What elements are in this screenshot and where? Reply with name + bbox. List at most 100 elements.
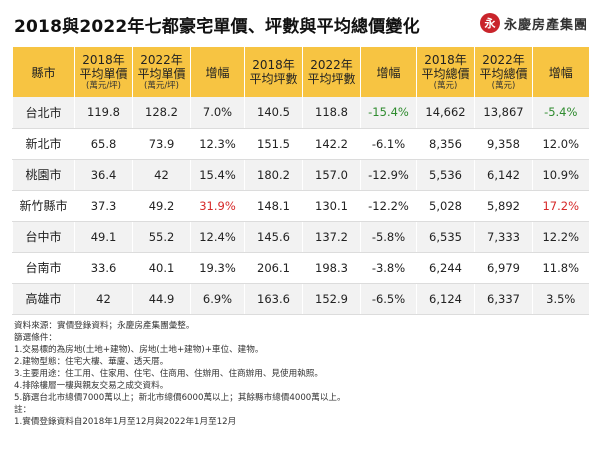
size-2022-cell: 198.3 [302, 252, 361, 284]
price-2018-cell: 65.8 [74, 128, 133, 160]
price-2018-cell: 119.8 [74, 97, 133, 129]
size-2022-cell: 152.9 [302, 283, 361, 315]
total-growth-cell: 3.5% [532, 283, 589, 315]
price-growth-cell: 7.0% [190, 97, 245, 129]
table-row: 新竹縣市 37.3 49.2 31.9% 148.1 130.1 -12.2% 5,028 5,… [12, 190, 589, 222]
size-growth-cell: -15.4% [360, 97, 417, 129]
footnote-line: 註： [14, 405, 32, 415]
table-row: 高雄市 42 44.9 6.9% 163.6 152.9 -6.5% 6,124 6,337 3.… [12, 283, 589, 315]
price-2018-cell: 37.3 [74, 190, 133, 222]
header-size-2022: 2022年 平均坪數 [302, 47, 361, 97]
city-cell: 新北市 [12, 128, 75, 160]
price-2022-cell: 55.2 [132, 221, 191, 253]
total-2018-cell: 5,536 [416, 159, 475, 191]
total-growth-cell: 17.2% [532, 190, 589, 222]
price-growth-cell: 31.9% [190, 190, 245, 222]
size-2018-cell: 151.5 [244, 128, 303, 160]
size-2022-cell: 137.2 [302, 221, 361, 253]
size-growth-cell: -5.8% [360, 221, 417, 253]
table-row: 台南市 33.6 40.1 19.3% 206.1 198.3 -3.8% 6,244 6,97… [12, 252, 589, 284]
table-header-row: 縣市 2018年 平均單價 (萬元/坪) 2022年 平均單價 (萬元/坪) 增… [12, 47, 589, 97]
page-title: 2018與2022年七都豪宅單價、坪數與平均總價變化 [14, 17, 420, 37]
header-price-2018: 2018年 平均單價 (萬元/坪) [74, 47, 133, 97]
footnote-line: 4.排除樓層一樓與親友交易之成交資料。 [14, 381, 169, 391]
footnote-line: 資料來源：實價登錄資料；永慶房產集團彙整。 [14, 321, 195, 331]
city-cell: 新竹縣市 [12, 190, 75, 222]
total-2018-cell: 5,028 [416, 190, 475, 222]
footnote-line: 篩選條件： [14, 333, 57, 343]
city-cell: 台中市 [12, 221, 75, 253]
header-city: 縣市 [12, 47, 75, 97]
price-2022-cell: 49.2 [132, 190, 191, 222]
table-row: 台北市 119.8 128.2 7.0% 140.5 118.8 -15.4% 14,662 1… [12, 97, 589, 129]
price-growth-cell: 12.4% [190, 221, 245, 253]
size-growth-cell: -6.5% [360, 283, 417, 315]
footnote-line: 1.交易標的為房地(土地+建物)、房地(土地+建物)+車位、建物。 [14, 345, 264, 355]
table-row: 新北市 65.8 73.9 12.3% 151.5 142.2 -6.1% 8,356 9,35… [12, 128, 589, 160]
city-cell: 桃園市 [12, 159, 75, 191]
size-2022-cell: 157.0 [302, 159, 361, 191]
price-2022-cell: 40.1 [132, 252, 191, 284]
city-cell: 高雄市 [12, 283, 75, 315]
total-2022-cell: 9,358 [474, 128, 533, 160]
header-total-2018: 2018年 平均總價 (萬元) [416, 47, 475, 97]
total-growth-cell: 10.9% [532, 159, 589, 191]
footnote-line: 5.篩選台北市總價7000萬以上；新北市總價6000萬以上；其餘縣市總價4000… [14, 393, 346, 403]
header-price-2022: 2022年 平均單價 (萬元/坪) [132, 47, 191, 97]
total-2022-cell: 6,337 [474, 283, 533, 315]
total-2022-cell: 6,142 [474, 159, 533, 191]
size-2018-cell: 180.2 [244, 159, 303, 191]
total-2018-cell: 8,356 [416, 128, 475, 160]
header-size-growth: 增幅 [360, 47, 417, 97]
total-growth-cell: 12.2% [532, 221, 589, 253]
footnote-line: 1.實價登錄資料自2018年1月至12月與2022年1月至12月 [14, 417, 237, 427]
size-growth-cell: -12.9% [360, 159, 417, 191]
header-total-2022: 2022年 平均總價 (萬元) [474, 47, 533, 97]
price-growth-cell: 12.3% [190, 128, 245, 160]
size-2022-cell: 142.2 [302, 128, 361, 160]
size-2018-cell: 145.6 [244, 221, 303, 253]
size-2018-cell: 148.1 [244, 190, 303, 222]
total-2022-cell: 5,892 [474, 190, 533, 222]
total-2018-cell: 6,535 [416, 221, 475, 253]
total-2022-cell: 7,333 [474, 221, 533, 253]
size-2018-cell: 140.5 [244, 97, 303, 129]
size-growth-cell: -6.1% [360, 128, 417, 160]
price-growth-cell: 6.9% [190, 283, 245, 315]
logo-mark: 永 [479, 13, 500, 33]
city-cell: 台北市 [12, 97, 75, 129]
total-2018-cell: 14,662 [416, 97, 475, 129]
price-2018-cell: 49.1 [74, 221, 133, 253]
price-2022-cell: 73.9 [132, 128, 191, 160]
total-2018-cell: 6,244 [416, 252, 475, 284]
size-2018-cell: 163.6 [244, 283, 303, 315]
size-growth-cell: -12.2% [360, 190, 417, 222]
header-total-growth: 增幅 [532, 47, 589, 97]
total-2022-cell: 6,979 [474, 252, 533, 284]
data-table: 縣市 2018年 平均單價 (萬元/坪) 2022年 平均單價 (萬元/坪) 增… [12, 47, 589, 315]
price-2018-cell: 42 [74, 283, 133, 315]
header-size-2018: 2018年 平均坪數 [244, 47, 303, 97]
table-row: 台中市 49.1 55.2 12.4% 145.6 137.2 -5.8% 6,535 7,33… [12, 221, 589, 253]
footnote-line: 3.主要用途：住工用、住家用、住宅、住商用、住辦用、住商辦用、見使用執照。 [14, 369, 323, 379]
price-2022-cell: 128.2 [132, 97, 191, 129]
total-growth-cell: -5.4% [532, 97, 589, 129]
size-2018-cell: 206.1 [244, 252, 303, 284]
total-2022-cell: 13,867 [474, 97, 533, 129]
size-growth-cell: -3.8% [360, 252, 417, 284]
price-2022-cell: 42 [132, 159, 191, 191]
size-2022-cell: 130.1 [302, 190, 361, 222]
price-2018-cell: 36.4 [74, 159, 133, 191]
footnotes: 資料來源：實價登錄資料；永慶房產集團彙整。 篩選條件： 1.交易標的為房地(土地+建… [14, 320, 586, 428]
logo-text: 永慶房產集團 [503, 17, 588, 33]
footnote-line: 2.建物型態：住宅大樓、華廈、透天厝。 [14, 357, 169, 367]
price-growth-cell: 19.3% [190, 252, 245, 284]
total-growth-cell: 12.0% [532, 128, 589, 160]
table-row: 桃園市 36.4 42 15.4% 180.2 157.0 -12.9% 5,536 6,142… [12, 159, 589, 191]
company-logo: 永 永慶房產集團 [479, 13, 588, 33]
total-growth-cell: 11.8% [532, 252, 589, 284]
city-cell: 台南市 [12, 252, 75, 284]
price-growth-cell: 15.4% [190, 159, 245, 191]
price-2018-cell: 33.6 [74, 252, 133, 284]
header-price-growth: 增幅 [190, 47, 245, 97]
